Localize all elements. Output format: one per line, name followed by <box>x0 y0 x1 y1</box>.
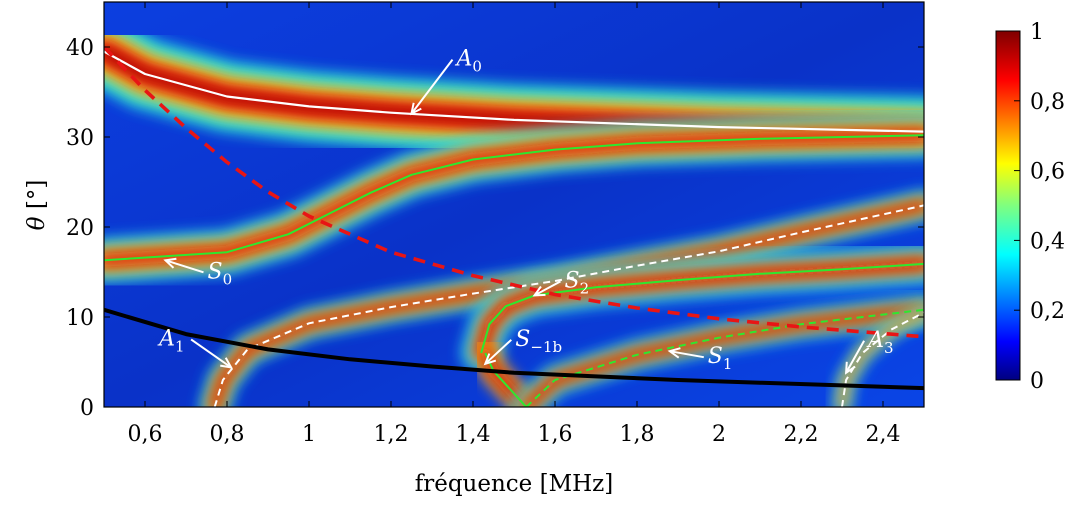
annotation-a1: A1 <box>157 326 233 369</box>
x-tick-label: 1,6 <box>538 422 573 447</box>
annotation-s0: S0 <box>163 257 233 288</box>
colorbar-tick-label: 0,2 <box>1030 299 1065 324</box>
annotation-s-1b: S−1b <box>483 327 562 366</box>
annotation-label: S1 <box>708 344 733 373</box>
y-tick-label: 30 <box>66 126 94 151</box>
colorbar: 0 0,2 0,4 0,6 0,8 1 <box>995 20 1065 394</box>
annotation-a0: A0 <box>410 47 482 116</box>
x-tick-label: 0,8 <box>210 422 245 447</box>
annotation-arrow-head <box>410 102 422 116</box>
y-tick-label: 20 <box>66 216 94 241</box>
colorbar-tick-label: 1 <box>1030 20 1044 45</box>
curve-a0 <box>104 50 924 133</box>
x-axis-title: fréquence [MHz] <box>415 471 614 497</box>
annotation-arrow-line <box>845 340 865 374</box>
annotation-s2: S2 <box>532 268 590 297</box>
curve-red-dashed <box>104 45 924 339</box>
x-tick-label: 1,8 <box>620 422 655 447</box>
annotation-arrow-head <box>483 353 497 366</box>
annotation-arrow-line <box>484 339 512 365</box>
annotation-arrow-line <box>410 58 454 115</box>
x-tick-label: 1 <box>302 422 316 447</box>
annotation-label: S0 <box>208 259 233 288</box>
annotation-arrow-line <box>534 280 561 297</box>
annotation-arrow-line <box>165 259 204 274</box>
axis-ticks: 0,6 0,8 1 1,2 1,4 1,6 1,8 2 2,2 2,4 0 10 20 30 40 <box>66 2 924 447</box>
annotation-a3: A3 <box>844 328 894 375</box>
mode-curves <box>104 45 924 407</box>
curve-s2 <box>480 262 924 354</box>
annotation-arrow-head <box>220 357 233 369</box>
plot-area <box>104 2 924 407</box>
curve-s0 <box>104 134 924 262</box>
x-tick-label: 1,4 <box>456 422 491 447</box>
colorbar-tick-label: 0,8 <box>1030 90 1065 115</box>
colorbar-tick-label: 0,4 <box>1030 229 1065 254</box>
annotation-arrow-head <box>667 347 681 359</box>
plot-frame <box>103 1 925 408</box>
annotation-label: A3 <box>866 328 893 357</box>
x-tick-label: 2 <box>712 422 726 447</box>
annotations: A0 S0 S2 A1 S−1b S1 A3 <box>157 47 894 375</box>
annotation-label: S−1b <box>515 327 562 356</box>
annotation-label: A1 <box>157 326 184 355</box>
curve-black-solid <box>104 307 924 391</box>
annotation-arrow-head <box>163 257 177 269</box>
curve-a1 <box>213 204 924 407</box>
colorbar-gradient <box>995 30 1021 381</box>
y-tick-label: 10 <box>66 306 94 331</box>
annotation-arrow-head <box>844 361 856 375</box>
colorbar-tick-label: 0 <box>1030 369 1044 394</box>
y-axis-title: θ [°] <box>24 180 50 231</box>
curve-s1 <box>525 308 924 407</box>
y-tick-label: 40 <box>66 36 94 61</box>
annotation-arrow-head <box>532 285 546 297</box>
y-axis-unit: [°] <box>24 180 50 209</box>
x-tick-label: 2,2 <box>784 422 819 447</box>
x-tick-label: 2,4 <box>866 422 901 447</box>
x-tick-label: 0,6 <box>128 422 163 447</box>
curve-a3 <box>841 311 924 407</box>
annotation-label: A0 <box>455 47 482 76</box>
annotation-arrow-line <box>669 350 704 359</box>
annotation-label: S2 <box>565 268 590 297</box>
x-tick-label: 1,2 <box>374 422 409 447</box>
colorbar-ticks: 0 0,2 0,4 0,6 0,8 1 <box>1014 20 1065 394</box>
y-tick-label: 0 <box>80 396 94 421</box>
colorbar-tick-label: 0,6 <box>1030 160 1065 185</box>
y-axis-symbol: θ <box>24 216 50 230</box>
annotation-arrow-line <box>190 338 232 369</box>
annotation-s1: S1 <box>667 344 733 373</box>
